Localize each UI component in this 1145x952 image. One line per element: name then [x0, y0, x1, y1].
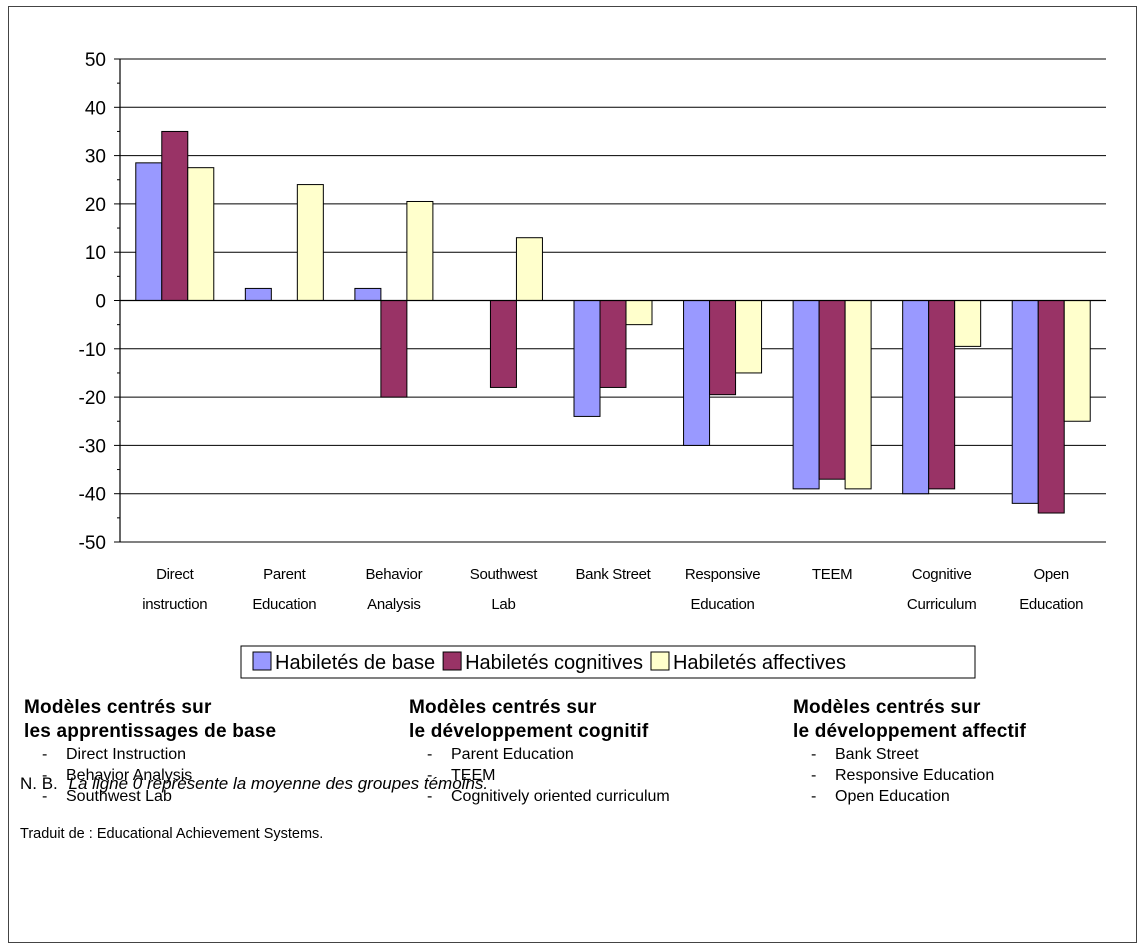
- y-tick-label: -50: [79, 533, 106, 554]
- bar: [354, 287, 382, 301]
- bar: [187, 167, 215, 301]
- legend-label: Habiletés cognitives: [465, 652, 643, 674]
- bar: [161, 130, 189, 301]
- x-tick-label: instruction: [142, 596, 207, 613]
- bar: [406, 200, 434, 301]
- list-item: Direct Instruction: [42, 744, 276, 765]
- source-credit: Traduit de : Educational Achievement Sys…: [20, 826, 324, 842]
- list-item: Behavior Analysis: [42, 765, 276, 786]
- legend-box: [240, 645, 976, 679]
- x-tick-label: Analysis: [367, 596, 420, 613]
- list-item: Open Education: [811, 786, 1026, 807]
- x-tick-label: Parent: [263, 566, 307, 583]
- x-tick-label: Cognitive: [912, 566, 972, 583]
- bar: [902, 300, 930, 495]
- note-prefix: N. B.: [20, 774, 58, 793]
- y-tick-label: -30: [79, 436, 106, 457]
- bar: [625, 300, 653, 326]
- y-tick-label: 50: [85, 50, 106, 71]
- bar: [954, 300, 982, 347]
- note-text: La ligne 0 représente la moyenne des gro…: [68, 774, 489, 793]
- legend-swatch: [442, 651, 462, 671]
- bar: [709, 300, 737, 396]
- legend-swatch: [650, 651, 670, 671]
- bar: [296, 184, 324, 301]
- model-title-line1: Modèles centrés sur: [409, 697, 597, 718]
- list-item: TEEM: [427, 765, 670, 786]
- model-title-line2: le développement affectif: [793, 721, 1027, 742]
- x-tick-label: Lab: [491, 596, 515, 613]
- model-title-line2: le développement cognitif: [409, 721, 649, 742]
- bar: [928, 300, 956, 490]
- x-tick-label: Education: [1019, 596, 1083, 613]
- x-tick-label: Responsive: [685, 566, 760, 583]
- y-tick-label: 30: [85, 147, 106, 168]
- bar-chart: 50 40 30 20 10 0 -10 -20 -30 -40 -50 Direct instruct…: [79, 50, 1106, 679]
- legend-label: Habiletés affectives: [673, 652, 846, 674]
- bar: [792, 300, 820, 490]
- bar: [735, 300, 763, 374]
- model-title-line2: les apprentissages de base: [24, 721, 277, 742]
- bar: [844, 300, 872, 490]
- list-item: Bank Street: [811, 744, 1026, 765]
- bar: [489, 300, 517, 388]
- bar: [1037, 300, 1065, 514]
- bar: [380, 300, 408, 398]
- x-tick-label: Bank Street: [575, 566, 651, 583]
- bar: [515, 237, 543, 302]
- model-group-cognitive: Modèles centrés sur le développement cog…: [409, 696, 670, 807]
- y-tick-label: -10: [79, 340, 106, 361]
- bar: [818, 300, 846, 480]
- legend-label: Habiletés de base: [275, 652, 435, 674]
- model-list: Direct Instruction Behavior Analysis Sou…: [24, 744, 276, 807]
- model-group-affective: Modèles centrés sur le développement aff…: [793, 696, 1026, 807]
- bar: [683, 300, 711, 446]
- model-list: Parent Education TEEM Cognitively orient…: [409, 744, 670, 807]
- bar: [1011, 300, 1039, 504]
- y-tick-label: 0: [95, 292, 106, 313]
- model-title-line1: Modèles centrés sur: [793, 697, 981, 718]
- x-tick-label: Open: [1033, 566, 1069, 583]
- bar: [244, 287, 272, 301]
- x-tick-label: Curriculum: [907, 596, 977, 613]
- note: N. B. La ligne 0 représente la moyenne d…: [20, 774, 488, 794]
- model-list: Bank Street Responsive Education Open Ed…: [793, 744, 1026, 807]
- list-item: Cognitively oriented curriculum: [427, 786, 670, 807]
- list-item: Southwest Lab: [42, 786, 276, 807]
- list-item: Parent Education: [427, 744, 670, 765]
- list-item: Responsive Education: [811, 765, 1026, 786]
- y-tick-label: 10: [85, 243, 106, 264]
- legend-swatch: [252, 651, 272, 671]
- y-tick-label: 20: [85, 195, 106, 216]
- x-tick-label: TEEM: [812, 566, 852, 583]
- x-tick-label: Education: [252, 596, 316, 613]
- x-tick-label: Direct: [156, 566, 195, 583]
- y-tick-label: -20: [79, 388, 106, 409]
- x-tick-label: Southwest: [470, 566, 538, 583]
- bar: [599, 300, 627, 388]
- x-tick-label: Education: [691, 596, 755, 613]
- x-tick-label: Behavior: [365, 566, 422, 583]
- y-tick-label: -40: [79, 485, 106, 506]
- y-tick-label: 40: [85, 98, 106, 119]
- model-group-basic: Modèles centrés sur les apprentissages d…: [24, 696, 276, 807]
- bar: [135, 162, 163, 301]
- bar: [1063, 300, 1091, 422]
- bar: [573, 300, 601, 417]
- model-title-line1: Modèles centrés sur: [24, 697, 212, 718]
